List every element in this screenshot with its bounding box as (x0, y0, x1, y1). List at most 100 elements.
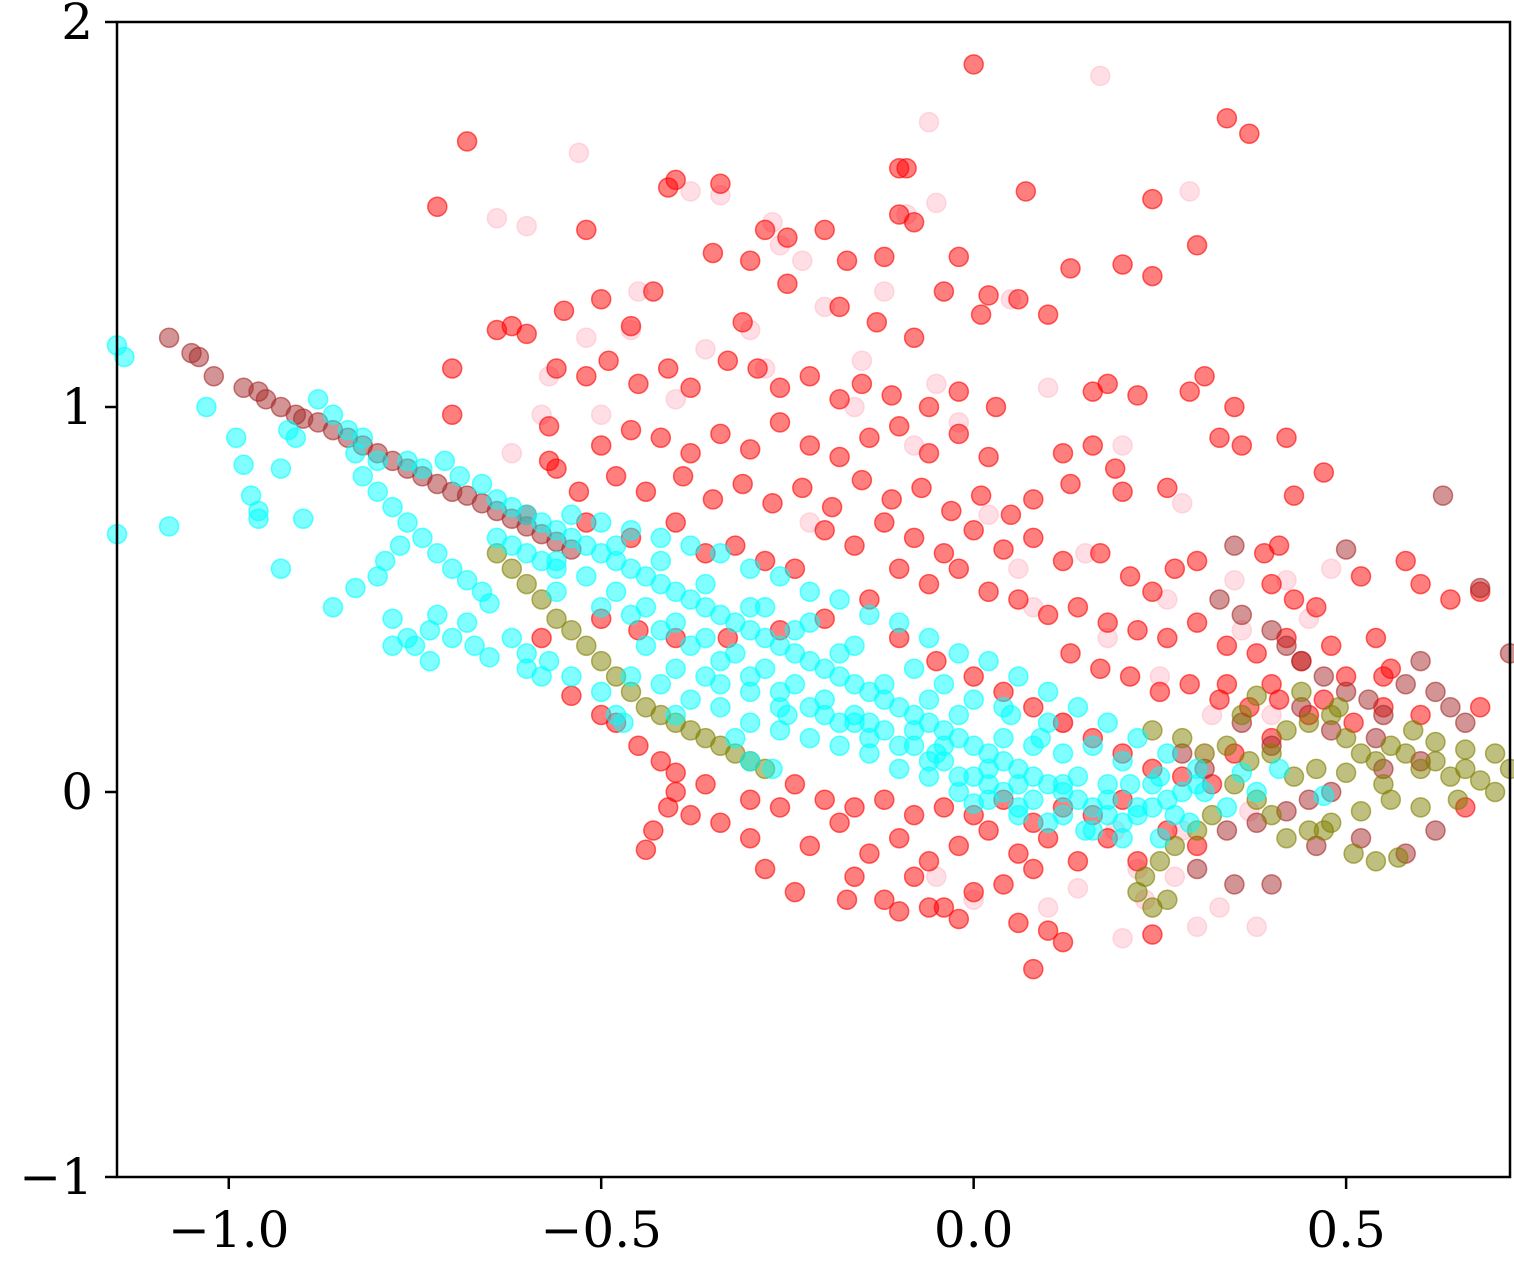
data-point (993, 874, 1014, 895)
data-point (948, 781, 970, 803)
data-point (322, 404, 344, 425)
data-point (1082, 435, 1104, 456)
data-point (1097, 612, 1118, 633)
data-point (918, 897, 940, 918)
data-point (1224, 874, 1245, 895)
data-point (970, 485, 992, 506)
data-point (844, 797, 865, 818)
data-point (1023, 697, 1044, 718)
data-point (449, 466, 470, 487)
data-point (382, 608, 403, 630)
data-point (657, 797, 679, 818)
data-point (762, 758, 783, 780)
data-point (1067, 851, 1089, 872)
data-point (1380, 658, 1402, 680)
data-point (620, 315, 642, 337)
data-point (784, 774, 806, 795)
data-point (568, 142, 590, 164)
data-point (576, 566, 597, 587)
data-point (769, 697, 791, 718)
data-point (1306, 758, 1327, 780)
data-point (881, 385, 902, 406)
data-point (464, 635, 485, 656)
data-point (389, 535, 411, 556)
data-point (1216, 735, 1238, 757)
x-tick-label: −1.0 (168, 1201, 289, 1259)
data-point (1469, 770, 1491, 791)
data-point (739, 789, 761, 810)
data-point (1119, 774, 1141, 795)
data-point (792, 477, 813, 499)
data-point (680, 804, 701, 826)
data-point (1276, 720, 1297, 741)
data-point (590, 404, 612, 425)
data-point (1343, 843, 1364, 864)
data-point (1395, 673, 1416, 695)
data-point (680, 442, 701, 464)
data-point (792, 250, 813, 271)
data-point (1157, 627, 1178, 649)
data-point (963, 793, 984, 814)
data-point (1231, 704, 1253, 726)
x-tick-label: 0.0 (934, 1201, 1014, 1259)
data-point (285, 427, 307, 449)
data-point (1261, 874, 1282, 895)
data-point (650, 673, 672, 695)
data-point (918, 111, 940, 133)
data-point (888, 735, 910, 757)
data-point (1142, 188, 1163, 210)
data-point (918, 627, 940, 649)
data-point (725, 727, 746, 749)
data-point (1127, 385, 1148, 406)
data-point (1052, 774, 1074, 795)
data-point (1469, 577, 1491, 599)
data-point (1008, 558, 1029, 579)
data-point (1097, 373, 1118, 395)
x-axis-ticks: −1.0 −0.5 0.0 0.5 (168, 1177, 1386, 1259)
data-point (739, 439, 761, 460)
data-point (1171, 493, 1193, 514)
data-point (844, 635, 865, 656)
data-point (1037, 304, 1059, 325)
data-point (367, 450, 388, 472)
data-point (1052, 931, 1074, 953)
data-point (926, 192, 947, 214)
data-point (933, 797, 955, 818)
data-point (829, 296, 850, 318)
data-point (836, 250, 858, 271)
data-point (412, 527, 433, 549)
x-tick-label: 0.5 (1306, 1201, 1386, 1259)
data-point (590, 650, 612, 672)
data-point (553, 300, 575, 322)
data-point (367, 481, 388, 502)
data-point (486, 208, 508, 229)
data-point (1447, 789, 1469, 810)
data-point (799, 581, 821, 603)
data-point (1499, 758, 1514, 780)
data-point (590, 681, 612, 703)
data-point (732, 312, 753, 333)
data-point (799, 365, 821, 387)
series-2 (158, 327, 1514, 895)
data-point (538, 650, 560, 672)
data-point (1425, 750, 1446, 772)
data-point (710, 650, 731, 672)
data-point (918, 396, 940, 418)
data-point (1224, 569, 1245, 591)
data-point (1186, 758, 1208, 780)
data-point (620, 519, 642, 541)
data-point (888, 758, 910, 780)
data-point (829, 812, 850, 834)
data-point (1008, 804, 1029, 826)
data-point (844, 866, 865, 887)
data-point (605, 535, 627, 556)
data-point (248, 508, 269, 529)
data-point (1313, 785, 1335, 807)
data-point (1276, 427, 1297, 449)
data-point (844, 535, 865, 556)
data-point (881, 489, 902, 510)
data-point (777, 273, 798, 295)
data-point (1142, 774, 1163, 795)
data-point (1358, 689, 1379, 710)
data-point (456, 569, 478, 591)
